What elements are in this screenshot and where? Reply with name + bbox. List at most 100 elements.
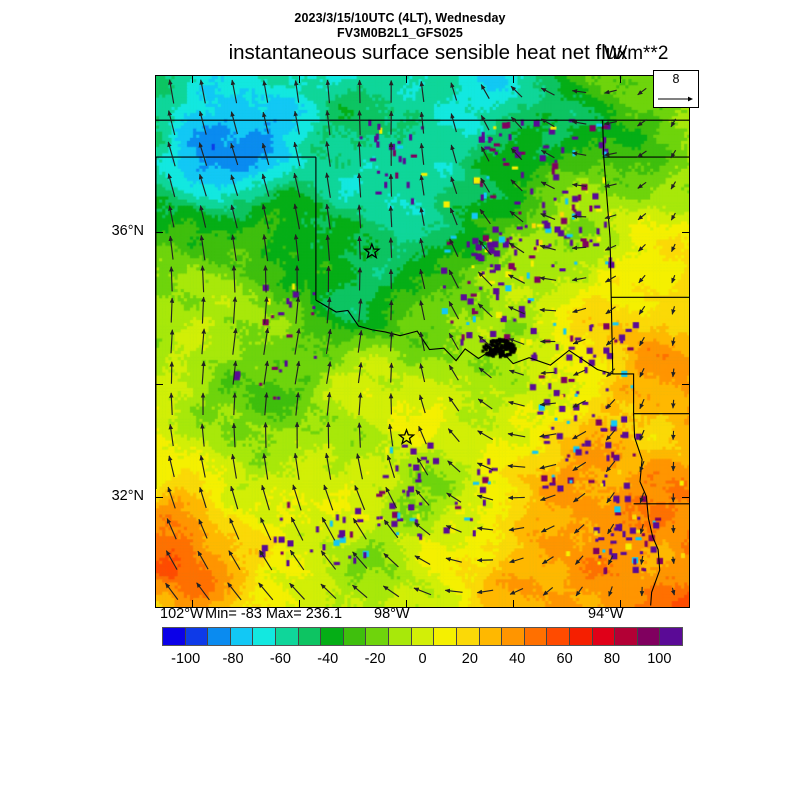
station-star-north [362,242,381,260]
colorbar-tick-labels: -100 -80 -60 -40 -20 0 20 40 60 80 100 [0,651,800,671]
wind-vector [388,423,394,447]
wind-vector [605,429,616,441]
wind-vector [325,203,331,230]
wind-vector [604,244,617,251]
wind-vector [671,306,676,315]
wind-vector [670,587,676,596]
wind-vector [572,430,587,440]
wind-vector [357,141,362,167]
wind-vector [264,296,269,324]
wind-vector [539,433,557,439]
wind-vector [450,113,457,133]
wind-vector [230,204,238,229]
x-tick-top-1 [299,75,301,83]
x-axis-label-4: 94°W [588,606,624,622]
colorbar-band-7 [321,628,344,645]
wind-vector-layer [165,79,677,601]
colorbar-band-16 [524,628,548,645]
wind-vector [352,584,368,599]
wind-vector [167,110,176,136]
wind-vector [477,303,493,318]
x-tick-1 [299,600,301,608]
wind-vector [605,460,616,473]
y-tick-right-0 [682,232,690,234]
wind-vector [510,85,523,98]
map-plot-area[interactable] [155,75,690,608]
wind-vector [357,204,362,229]
wind-vector [637,150,647,158]
wind-vector [229,517,240,540]
wind-vector [355,453,363,480]
colorbar-band-12 [434,628,457,645]
colorbar-band-10 [389,628,412,645]
y-axis-label-2: 32°N [111,488,144,504]
wind-vector [639,429,645,441]
wind-vector [540,370,556,376]
wind-vector [293,172,301,198]
wind-vector [357,110,362,136]
wind-vector [326,361,332,384]
wind-vector [199,454,206,478]
x-tick-top-3 [513,75,515,83]
wind-vector [572,400,586,408]
wind-vector [388,205,394,228]
wind-vector [541,556,554,565]
variable-title: instantaneous surface sensible heat net … [228,41,628,64]
colorbar[interactable] [162,627,683,646]
wind-vector [542,587,554,596]
colorbar-band-2 [208,628,231,645]
wind-vector [169,266,174,292]
station-star-south [397,428,416,445]
wind-vector [383,519,399,539]
wind-vector [639,492,645,504]
colorbar-tick-40: 40 [509,651,526,667]
wind-vector [198,518,208,539]
wind-vector [607,523,615,535]
wind-vector [571,151,587,156]
wind-vector [294,360,301,385]
wind-vector [445,557,462,563]
y-tick-1 [155,384,163,386]
wind-vector [230,234,237,261]
wind-vector [509,210,524,223]
wind-vector [604,89,617,95]
wind-vector [388,173,394,197]
x-axis-label-0: 102°W [160,606,204,622]
wind-vector [540,494,556,501]
wind-vector [292,484,302,511]
wind-vector [540,87,555,96]
wind-vector [637,181,647,189]
wind-vector [168,455,175,478]
x-axis-label-2: 98°W [374,606,410,622]
wind-vector [199,234,206,261]
wind-vector [603,120,617,126]
wind-vector [199,79,206,104]
x-tick-2 [406,600,408,608]
wind-vector [571,214,587,219]
wind-vector [325,172,331,198]
wind-vector [232,360,238,385]
wind-vector [264,392,269,416]
wind-vector [477,430,494,441]
vector-scale-key: 8 [653,70,699,108]
wind-vector [326,391,332,416]
colorbar-tick-100: 100 [647,651,672,667]
wind-vector [450,82,458,101]
timestamp-title: 2023/3/15/10UTC (4LT), Wednesday [294,11,506,25]
wind-vector [540,525,555,533]
wind-vector [165,550,178,570]
wind-vector [480,177,490,193]
wind-vector [357,361,363,384]
x-tick-top-0 [192,75,194,83]
wind-vector [169,297,175,323]
wind-vector [444,588,463,594]
wind-vector [385,486,398,509]
wind-vector [419,237,426,258]
wind-vector [571,89,587,94]
wind-vector [294,327,301,355]
wind-vector [414,555,431,565]
wind-vector [414,522,431,536]
wind-vector [389,331,394,352]
x-tick-3 [513,600,515,608]
wind-vector [230,485,239,510]
